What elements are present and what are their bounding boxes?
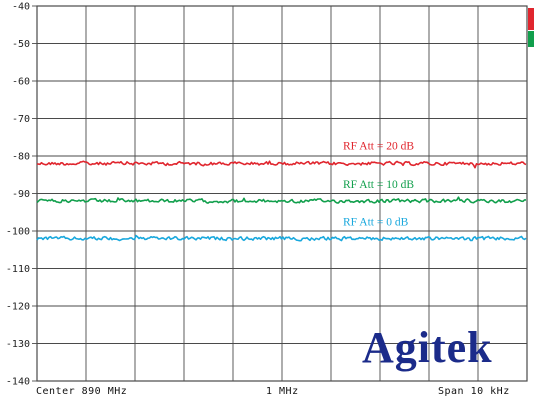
y-axis-labels: -40 -50 -60 -70 -80 -90 -100 -110 -120 -130 -140 [6,2,37,388]
trace-label-1: RF Att = 20 dB [343,141,414,153]
y-tick-label: -120 [6,302,30,313]
scale-readout: 1 MHz [266,386,299,397]
trace-label-2: RF Att = 10 dB [343,179,414,191]
trace-2 [36,196,526,204]
red-marker-indicator [528,8,534,30]
trace-1 [36,160,527,169]
span-readout: Span 10 kHz [438,386,510,397]
y-tick-label: -50 [12,39,30,50]
y-tick-label: -140 [6,377,30,388]
plot-grid [36,5,528,382]
y-tick-label: -90 [12,189,30,200]
trace-3 [36,234,527,242]
y-tick-label: -100 [6,227,30,238]
trace-label-3: RF Att = 0 dB [343,217,409,229]
trace-group [36,160,527,242]
y-tick-label: -130 [6,339,30,350]
brand-watermark: Agitek [362,323,493,372]
center-frequency-readout: Center 890 MHz [36,386,128,397]
y-tick-label: -80 [12,152,30,163]
y-tick-label: -110 [6,264,30,275]
y-tick-label: -60 [12,77,30,88]
y-tick-label: -40 [12,2,30,13]
trace-label-group: RF Att = 20 dB RF Att = 10 dB RF Att = 0 d… [343,141,414,229]
y-tick-label: -70 [12,114,30,125]
green-marker-indicator [528,31,534,47]
